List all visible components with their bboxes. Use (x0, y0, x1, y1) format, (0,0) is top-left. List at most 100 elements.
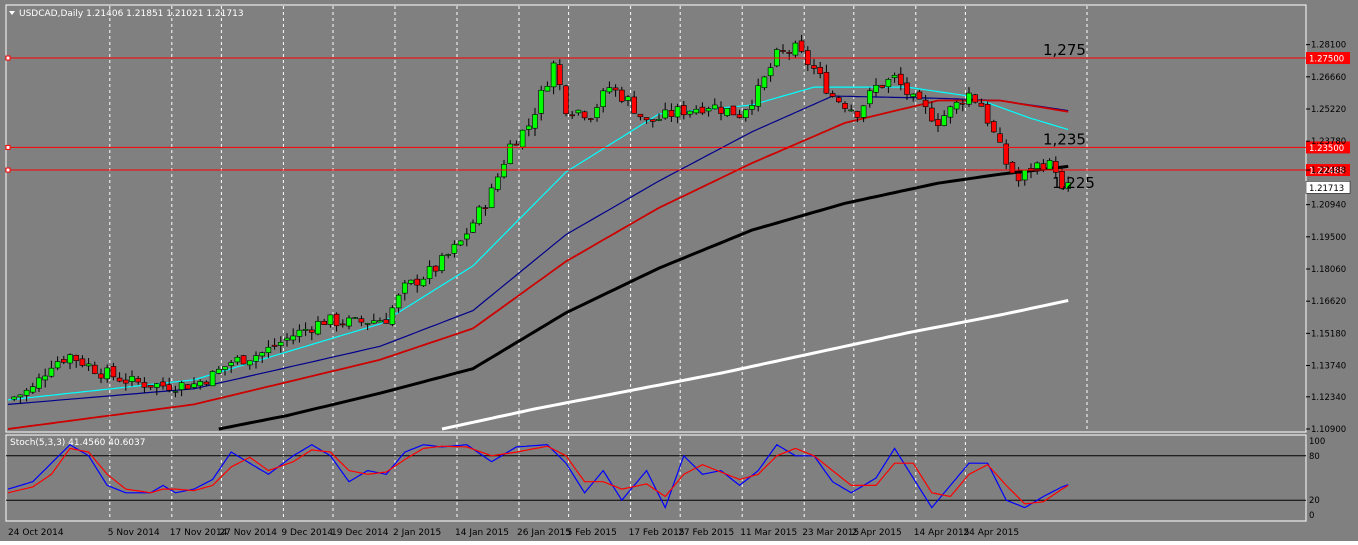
bear-candle (147, 384, 154, 388)
price-panel[interactable] (5, 4, 1307, 433)
bull-candle (36, 377, 42, 389)
stoch-axis-label: 0 (1309, 511, 1314, 521)
bull-candle (494, 176, 501, 190)
bear-candle (835, 97, 842, 103)
bull-candle (873, 85, 879, 93)
bear-candle (649, 119, 656, 122)
bull-candle (525, 125, 532, 130)
bull-candle (29, 386, 36, 393)
bear-candle (513, 143, 520, 146)
line-anchor-handle[interactable] (5, 55, 11, 61)
bull-candle (711, 104, 718, 110)
bear-candle (699, 106, 706, 114)
bear-candle (79, 358, 86, 366)
bear-candle (637, 113, 644, 118)
bull-candle (42, 375, 49, 381)
bear-candle (141, 382, 148, 388)
bear-candle (823, 72, 830, 94)
bull-candle (104, 367, 110, 380)
x-tick-label: 17 Feb 2015 (629, 528, 685, 538)
bear-candle (321, 320, 328, 325)
line-anchor-handle[interactable] (5, 144, 11, 150)
bull-candle (519, 129, 526, 148)
ma-fast-line (7, 86, 1069, 401)
bull-candle (364, 323, 371, 325)
bear-candle (959, 102, 966, 105)
x-tick-label: 14 Apr 2015 (914, 528, 970, 538)
bull-candle (277, 342, 284, 346)
bull-candle (259, 352, 266, 357)
ma-slow-line (7, 99, 1069, 430)
dropdown-triangle-icon[interactable] (9, 11, 15, 15)
bull-candle (253, 355, 259, 362)
bear-candle (1009, 161, 1016, 174)
x-tick-label: 5 Feb 2015 (567, 528, 617, 538)
bear-candle (240, 355, 247, 365)
bear-candle (1053, 161, 1059, 173)
bear-candle (1003, 143, 1010, 165)
x-tick-label: 14 Jan 2015 (455, 528, 509, 538)
bear-candle (339, 323, 346, 326)
bear-candle (308, 329, 315, 333)
ma-100-line (218, 164, 1069, 431)
bear-candle (643, 117, 650, 121)
bull-candle (544, 85, 551, 92)
y-tick-label: 1.22488 (1311, 166, 1346, 176)
bull-candle (693, 108, 700, 114)
bear-candle (482, 207, 489, 209)
x-tick-label: 27 Feb 2015 (678, 528, 734, 538)
bull-candle (457, 240, 464, 246)
stochastic-lines: 80 20 100 0 (6, 437, 1325, 521)
bear-candle (879, 85, 886, 88)
bear-candle (116, 377, 123, 382)
bear-candle (978, 102, 985, 107)
horizontal-lines[interactable]: 1.27500 1,275 1.23500 1,235 1.22488 1,225 1.21… (5, 41, 1351, 194)
bear-candle (730, 105, 737, 116)
bull-candle (401, 282, 408, 294)
bull-candle (85, 363, 92, 367)
bear-candle (612, 87, 619, 91)
bull-candle (234, 356, 241, 363)
bull-candle (761, 76, 768, 89)
bear-candle (618, 89, 625, 102)
bull-candle (209, 371, 216, 387)
line-anchor-handle[interactable] (5, 167, 11, 173)
bull-candle (315, 321, 321, 335)
stochastic-panel[interactable] (5, 434, 1307, 522)
bull-candle (1065, 182, 1071, 189)
y-tick-label: 1.18060 (1311, 265, 1346, 275)
bull-candle (451, 244, 458, 254)
bull-candle (445, 254, 452, 256)
price-axis: 1.28100 1.26660 1.25220 1.23780 1.22488 1.209… (1306, 41, 1346, 435)
bear-candle (904, 82, 910, 95)
stochastic-header: Stoch(5,3,3) 41.4560 40.6037 (10, 438, 145, 448)
bull-candle (594, 107, 600, 118)
bull-candle (222, 366, 228, 370)
bull-candle (420, 278, 427, 287)
bull-candle (507, 143, 514, 164)
y-tick-label: 1.12340 (1311, 393, 1346, 403)
price-tag (1306, 164, 1350, 177)
bull-candle (463, 233, 470, 240)
x-tick-label: 2 Apr 2015 (852, 528, 902, 538)
bear-candle (587, 118, 594, 120)
bull-candle (154, 383, 160, 388)
bull-candle (1021, 169, 1028, 181)
bull-candle (767, 67, 774, 77)
bull-candle (749, 105, 755, 110)
bear-candle (185, 384, 191, 390)
bear-candle (972, 94, 979, 103)
bear-candle (804, 50, 811, 65)
bull-candle (48, 367, 55, 377)
bear-candle (73, 354, 79, 361)
bull-candle (953, 101, 960, 110)
y-tick-label: 1.28100 (1311, 41, 1346, 51)
stoch-axis-label: 100 (1309, 437, 1325, 447)
bull-candle (370, 320, 377, 324)
bull-candle (11, 396, 17, 400)
bull-candle (885, 79, 892, 88)
bull-candle (656, 119, 662, 121)
